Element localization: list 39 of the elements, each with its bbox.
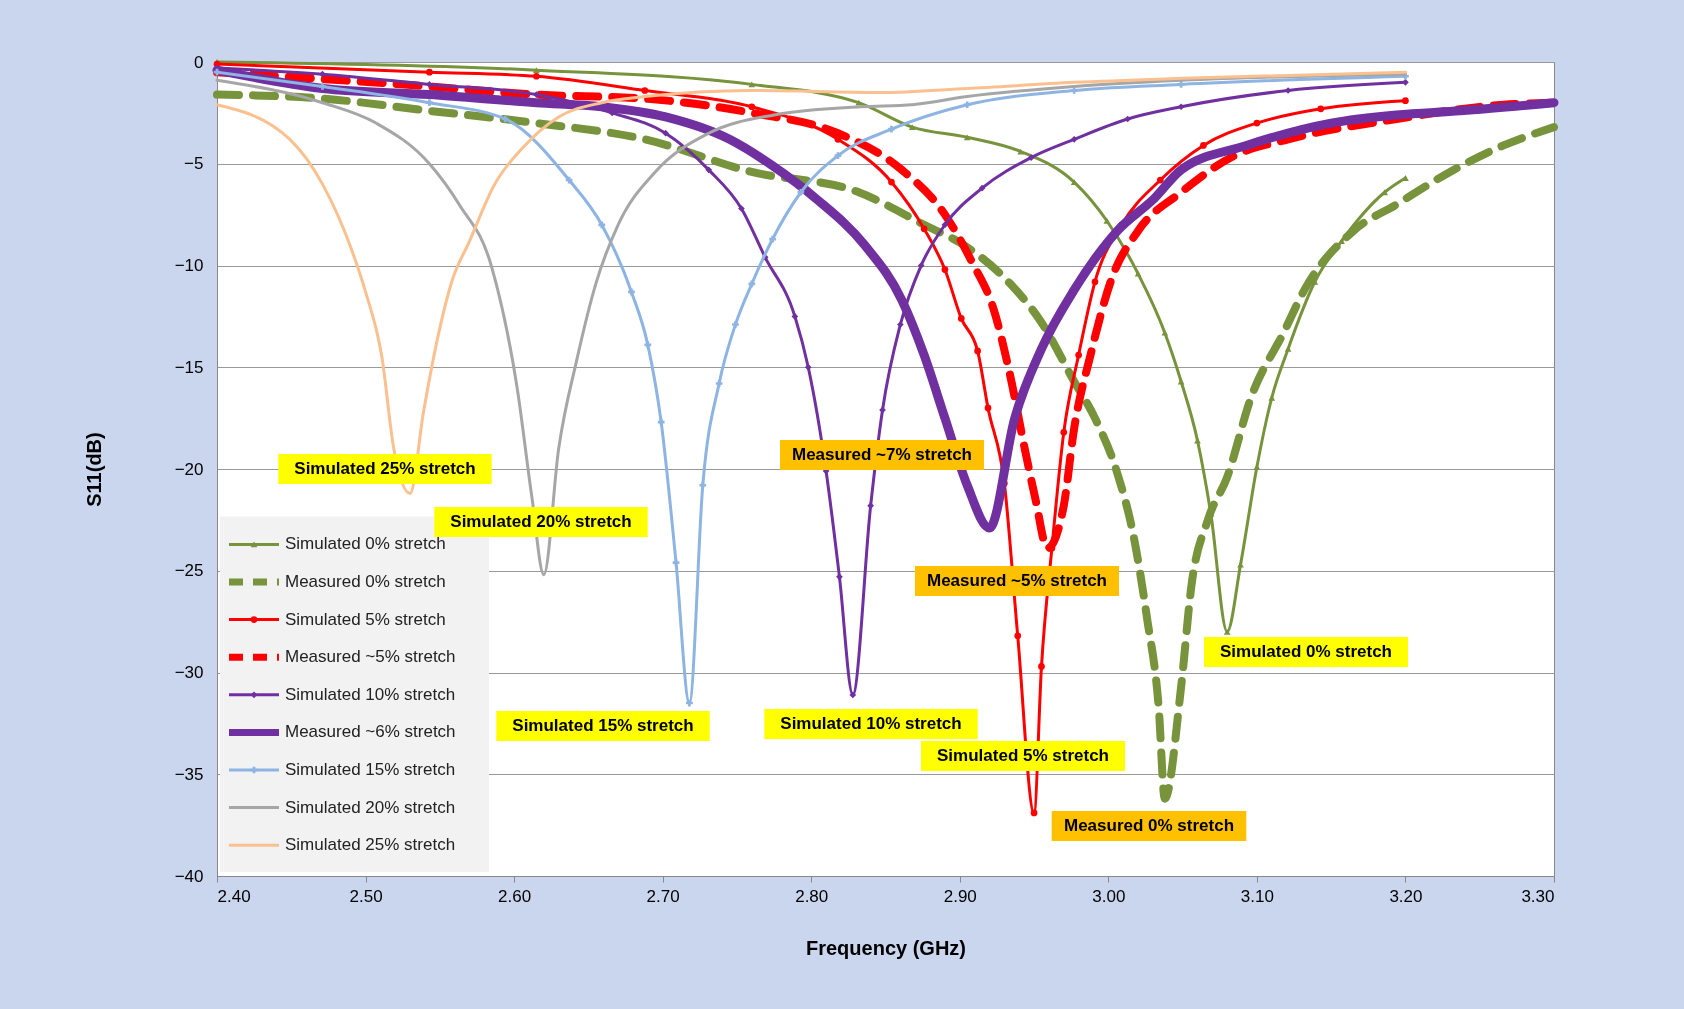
legend-label: Simulated 15% stretch: [285, 760, 456, 779]
y-tick-label: −10: [174, 256, 204, 275]
y-tick-label: 0: [194, 52, 204, 72]
x-tick-label: 2.50: [349, 886, 383, 906]
x-tick-label: 2.90: [943, 886, 977, 906]
y-tick-label: −20: [174, 459, 204, 479]
y-tick-label: −30: [174, 663, 204, 682]
x-tick-label: 3.20: [1389, 886, 1423, 906]
legend-label: Measured ~6% stretch: [285, 722, 456, 742]
legend-label: Measured ~5% stretch: [285, 647, 456, 667]
annotation: Simulated 25% stretch: [294, 459, 476, 478]
y-tick-label: −5: [184, 154, 204, 174]
y-axis-title: S11(dB): [82, 432, 105, 507]
x-tick-label: 3.30: [1521, 886, 1555, 906]
annotation: Measured 0% stretch: [1063, 816, 1235, 835]
y-tick-label: −15: [174, 357, 204, 377]
x-tick-label: 2.70: [646, 886, 680, 906]
y-tick-label: −25: [174, 561, 204, 581]
legend-label: Simulated 5% stretch: [285, 609, 446, 629]
legend-label: Simulated 25% stretch: [285, 835, 456, 855]
legend-label: Simulated 20% stretch: [285, 797, 456, 817]
x-tick-label: 3.00: [1092, 886, 1126, 906]
x-tick-label: 3.10: [1240, 886, 1274, 906]
annotation: Simulated 0% stretch: [1220, 642, 1392, 661]
x-tick-label: 2.80: [795, 886, 829, 906]
annotation: Simulated 10% stretch: [780, 714, 962, 733]
y-tick-label: −35: [174, 764, 204, 784]
x-tick-label: 2.60: [498, 886, 532, 906]
x-axis-title: Frequency (GHz): [805, 936, 967, 959]
annotation: Measured ~5% stretch: [927, 571, 1107, 590]
annotation: Simulated 5% stretch: [937, 746, 1109, 765]
legend-label: Simulated 10% stretch: [285, 684, 456, 704]
annotation: Measured ~7% stretch: [792, 445, 972, 464]
x-tick-label: 2.40: [217, 886, 251, 906]
legend-label: Simulated 0% stretch: [285, 534, 446, 554]
annotation: Simulated 20% stretch: [450, 512, 632, 531]
y-tick-label: −40: [174, 866, 204, 886]
legend-label: Measured 0% stretch: [285, 572, 446, 591]
annotation: Simulated 15% stretch: [512, 716, 694, 735]
